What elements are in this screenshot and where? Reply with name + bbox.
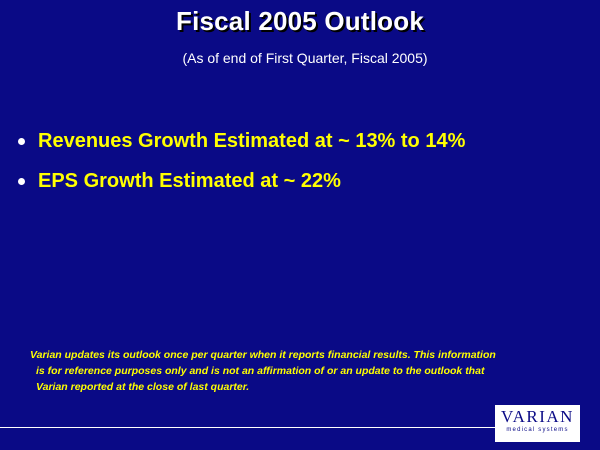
logo-wordmark: VARIAN (501, 407, 574, 426)
varian-logo: VARIAN medical systems (495, 405, 580, 442)
bullet-item: Revenues Growth Estimated at ~ 13% to 14… (18, 126, 588, 166)
disclaimer-line: Varian updates its outlook once per quar… (30, 349, 496, 361)
slide-title: Fiscal 2005 Outlook (175, 6, 424, 36)
bullet-text: Revenues Growth Estimated at ~ 13% to 14… (38, 130, 466, 152)
footer-divider (0, 427, 495, 428)
disclaimer-line: is for reference purposes only and is no… (36, 365, 485, 377)
logo-tagline: medical systems (506, 427, 569, 433)
slide-subtitle: (As of end of First Quarter, Fiscal 2005… (182, 50, 428, 66)
bullet-text: EPS Growth Estimated at ~ 22% (38, 170, 341, 192)
disclaimer: Varian updates its outlook once per quar… (30, 347, 570, 395)
bullet-dot-icon (18, 138, 25, 145)
bullet-dot-icon (18, 178, 25, 185)
disclaimer-line: Varian reported at the close of last qua… (36, 381, 250, 393)
bullet-list: Revenues Growth Estimated at ~ 13% to 14… (18, 126, 588, 206)
bullet-item: EPS Growth Estimated at ~ 22% (18, 166, 588, 206)
